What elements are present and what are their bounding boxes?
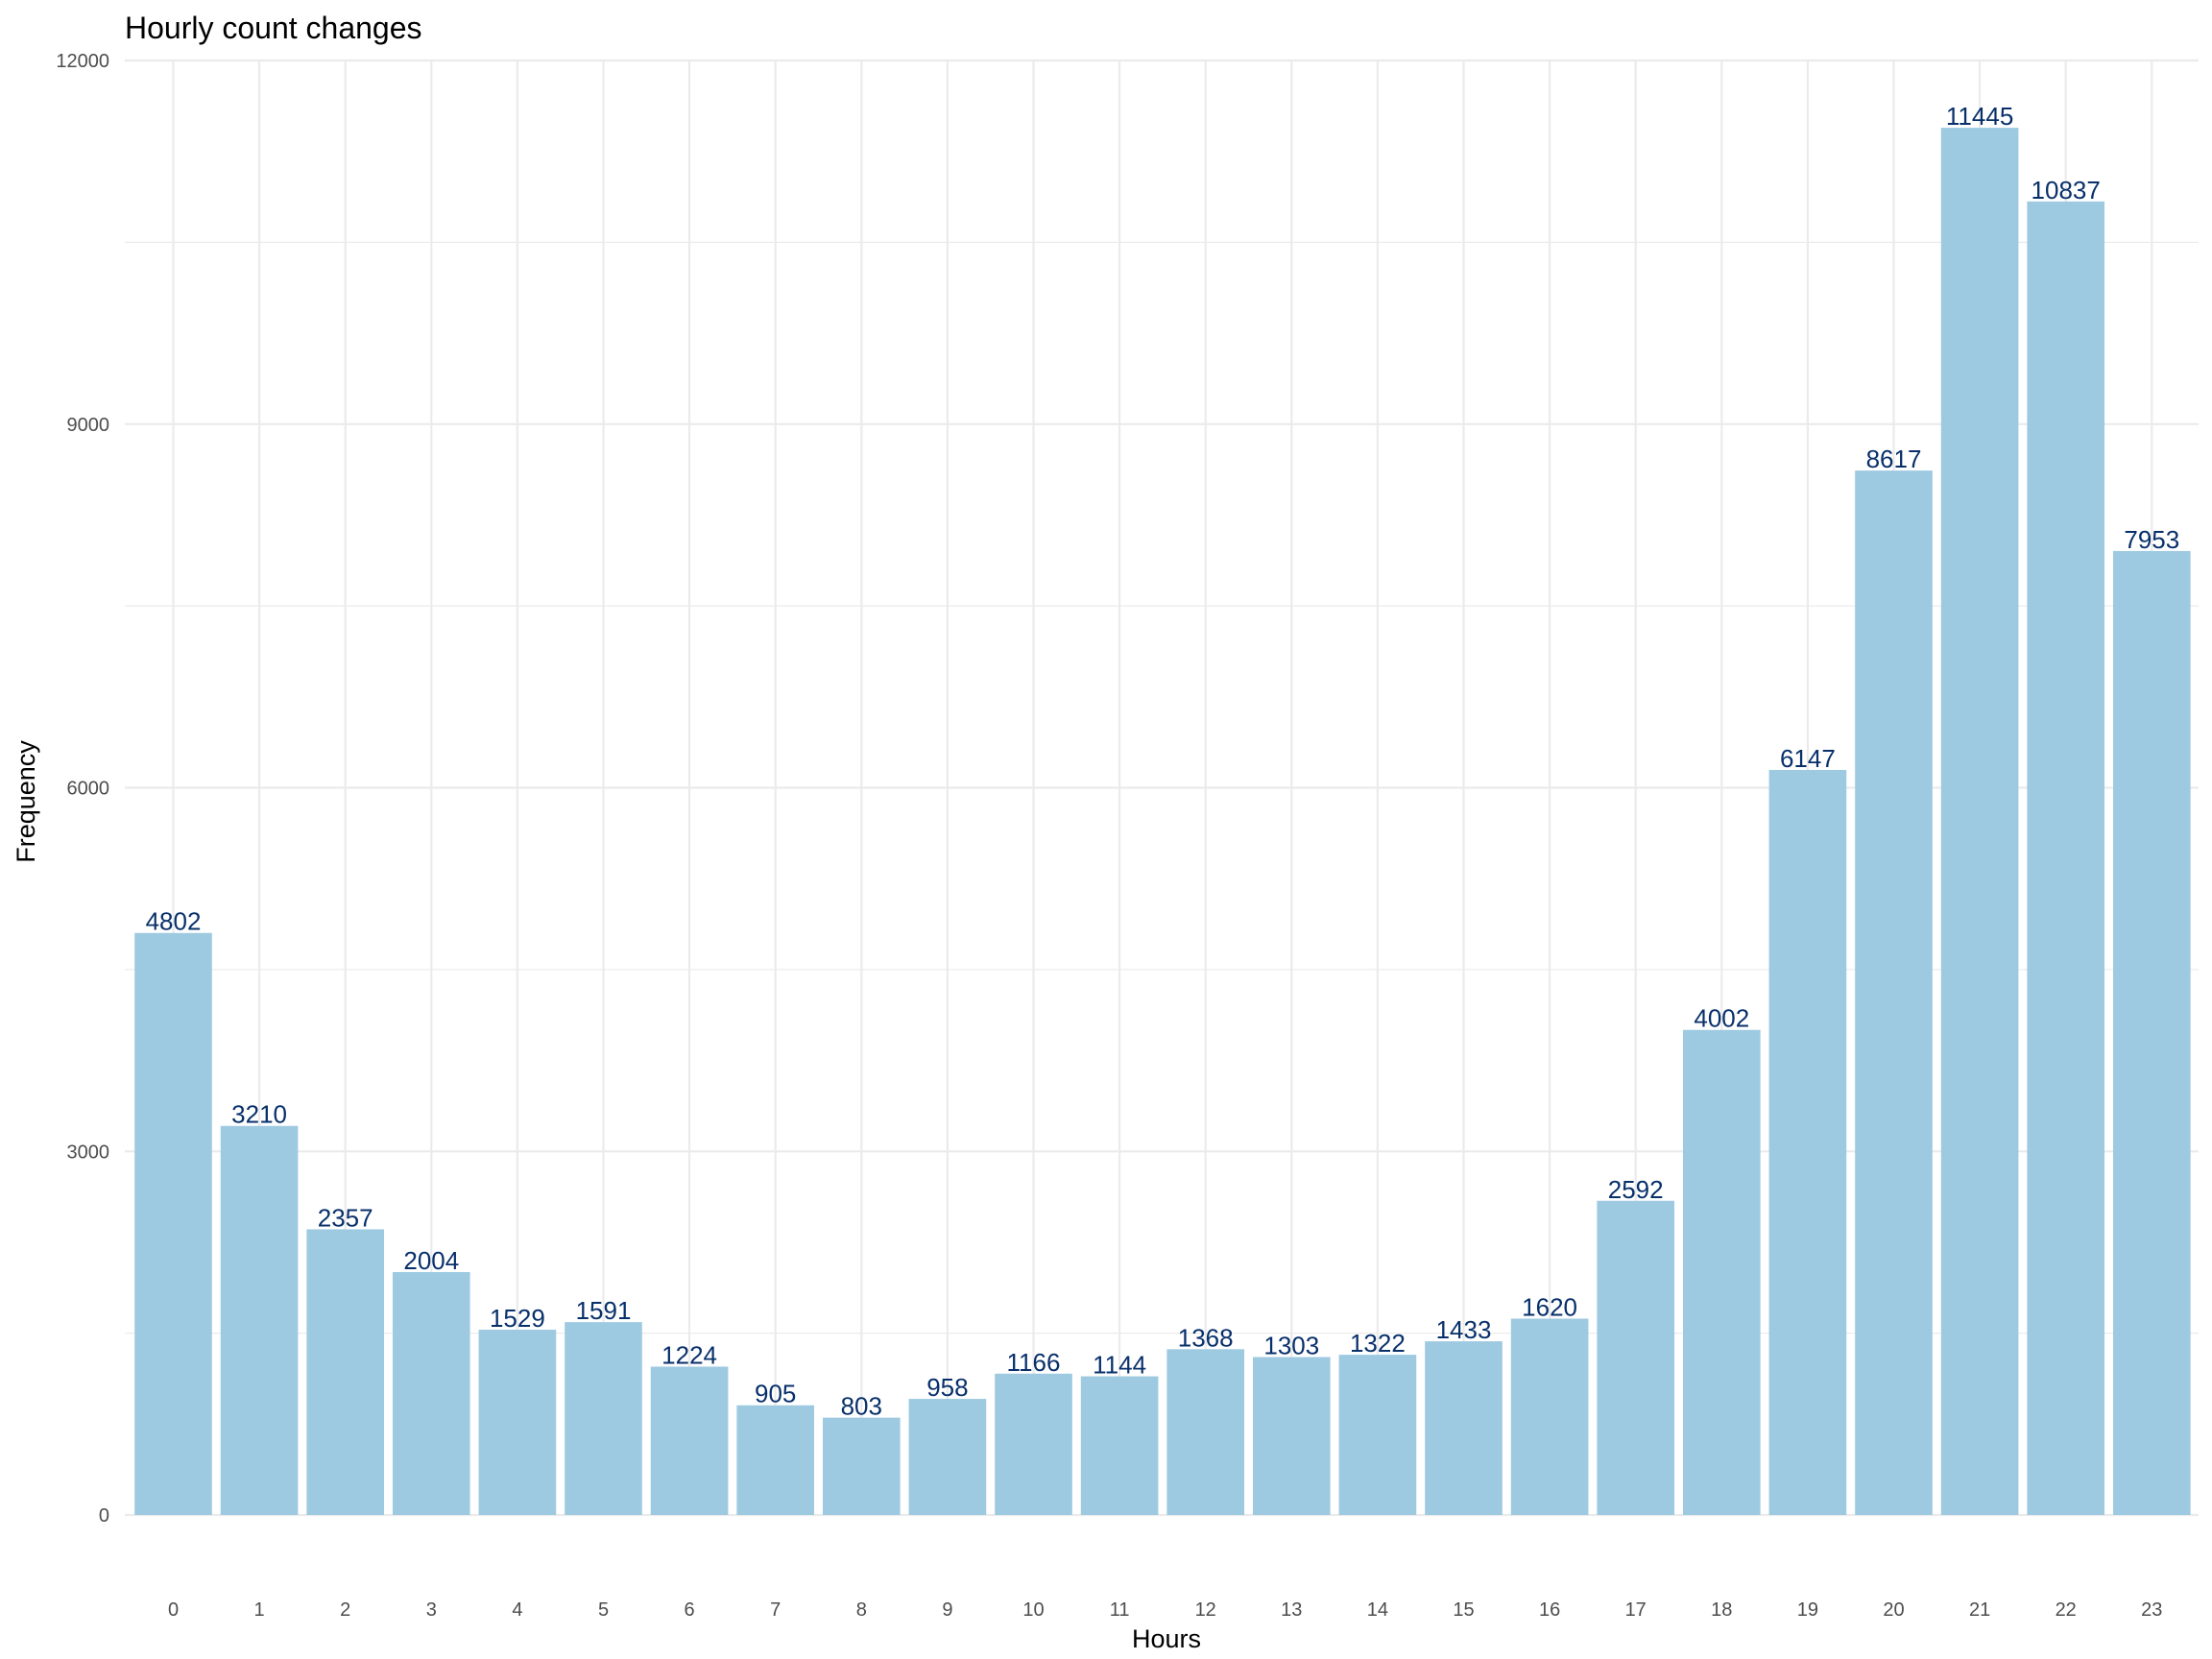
data-label: 4002 [1694, 1004, 1749, 1033]
x-tick-label: 15 [1453, 1599, 1474, 1621]
x-tick-label: 18 [1711, 1599, 1732, 1621]
data-label: 2357 [318, 1203, 373, 1232]
y-tick-label: 3000 [67, 1142, 110, 1163]
bar [1166, 1349, 1245, 1515]
bar [1510, 1318, 1589, 1515]
x-tick-label: 3 [426, 1599, 437, 1621]
data-label: 1144 [1093, 1351, 1146, 1380]
data-label: 905 [755, 1380, 796, 1408]
x-tick-label: 19 [1797, 1599, 1818, 1621]
data-label: 1224 [661, 1340, 717, 1369]
data-label: 1322 [1350, 1329, 1406, 1358]
data-label: 2004 [403, 1246, 459, 1275]
y-tick-label: 9000 [67, 415, 110, 436]
data-label: 1303 [1263, 1331, 1319, 1359]
bar [1252, 1357, 1331, 1515]
x-tick-label: 16 [1539, 1599, 1560, 1621]
data-label: 803 [841, 1392, 882, 1421]
bar [736, 1405, 815, 1515]
bar [1940, 128, 2019, 1516]
bar [822, 1417, 901, 1515]
x-tick-label: 23 [2141, 1599, 2162, 1621]
data-label: 1433 [1436, 1315, 1492, 1344]
x-tick-label: 9 [942, 1599, 952, 1621]
chart-title: Hourly count changes [125, 11, 422, 45]
bar [1080, 1376, 1159, 1515]
data-label: 11445 [1946, 102, 2013, 131]
x-tick-label: 4 [512, 1599, 522, 1621]
bar [220, 1125, 299, 1515]
bar [306, 1229, 385, 1515]
bar [1768, 769, 1847, 1515]
x-tick-label: 10 [1022, 1599, 1044, 1621]
data-label: 6147 [1780, 744, 1836, 773]
data-label: 958 [926, 1373, 968, 1402]
bar [995, 1373, 1072, 1515]
bar [2027, 201, 2105, 1516]
y-axis-ticks: 0 3000 6000 9000 12000 [56, 51, 109, 1527]
bars [134, 128, 2191, 1516]
data-label: 7953 [2124, 525, 2179, 554]
bar [1855, 470, 1933, 1515]
bar [1597, 1200, 1675, 1515]
x-tick-label: 17 [1625, 1599, 1647, 1621]
x-tick-label: 11 [1110, 1599, 1130, 1621]
bar [134, 932, 212, 1515]
data-label: 1166 [1007, 1348, 1061, 1377]
x-axis-title: Hours [1132, 1624, 1201, 1653]
x-tick-label: 22 [2056, 1599, 2077, 1621]
x-tick-label: 7 [770, 1599, 781, 1621]
data-label: 3210 [231, 1100, 287, 1129]
x-tick-label: 14 [1367, 1599, 1388, 1621]
data-label: 2592 [1608, 1175, 1664, 1204]
data-label: 1529 [490, 1304, 545, 1333]
x-tick-label: 6 [685, 1599, 695, 1621]
bar [565, 1322, 642, 1515]
x-tick-label: 13 [1281, 1599, 1302, 1621]
x-tick-label: 2 [340, 1599, 350, 1621]
x-tick-label: 21 [1969, 1599, 1990, 1621]
data-label: 8617 [1866, 445, 1922, 473]
bar [2112, 550, 2191, 1515]
x-tick-label: 1 [254, 1599, 265, 1621]
y-tick-label: 12000 [56, 51, 109, 72]
x-tick-label: 8 [856, 1599, 867, 1621]
x-tick-label: 20 [1883, 1599, 1904, 1621]
data-labels: 4802 3210 2357 2004 1529 1591 1224 905 803 958 116… [146, 102, 2180, 1421]
x-tick-label: 12 [1195, 1599, 1216, 1621]
x-tick-label: 5 [598, 1599, 609, 1621]
data-label: 1591 [576, 1296, 632, 1325]
data-label: 4802 [146, 907, 202, 936]
data-label: 1368 [1178, 1323, 1234, 1352]
bar [650, 1366, 729, 1515]
bar [908, 1399, 987, 1515]
y-tick-label: 6000 [67, 779, 110, 800]
y-axis-title: Frequency [12, 740, 40, 863]
bar [392, 1271, 470, 1515]
y-tick-label: 0 [99, 1505, 109, 1527]
x-tick-label: 0 [168, 1599, 179, 1621]
data-label: 1620 [1522, 1292, 1577, 1321]
bar [478, 1329, 557, 1515]
bar [1338, 1355, 1417, 1515]
bar [1682, 1029, 1761, 1515]
data-label: 10837 [2032, 176, 2101, 204]
bar [1425, 1341, 1503, 1515]
x-axis-ticks: 0 1 2 3 4 5 6 7 8 9 10 11 12 13 14 15 16 17 18 19 20 21 22 23 [168, 1599, 2162, 1621]
